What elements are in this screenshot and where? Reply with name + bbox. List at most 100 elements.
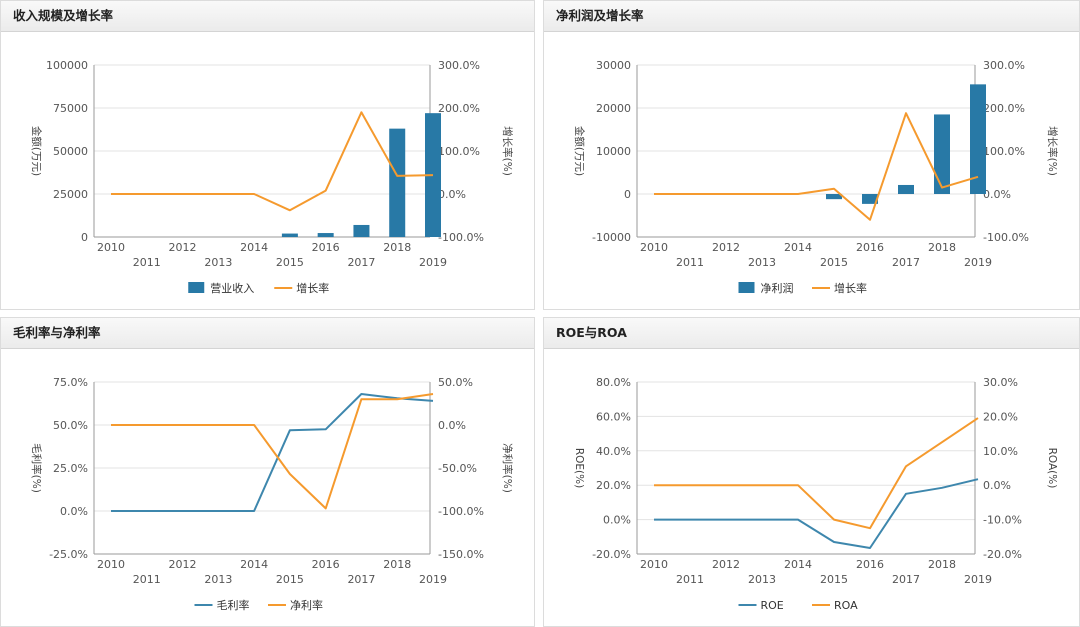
x-tick-label: 2017 (347, 573, 375, 586)
x-tick-label: 2011 (133, 573, 161, 586)
x-tick-label: 2015 (276, 256, 304, 269)
legend-label: 净利润 (761, 281, 794, 295)
right-tick-label: 300.0% (983, 59, 1025, 72)
series-line-增长率 (654, 112, 979, 221)
x-tick-label: 2011 (133, 256, 161, 269)
left-tick-label: 10000 (596, 145, 631, 158)
left-tick-label: -10000 (592, 231, 631, 244)
x-tick-label: 2010 (97, 558, 125, 571)
panel-title: 收入规模及增长率 (1, 1, 534, 32)
series-line-毛利率 (111, 393, 434, 512)
left-tick-label: 20.0% (596, 479, 631, 492)
x-tick-label: 2014 (240, 558, 268, 571)
right-tick-label: -50.0% (438, 462, 477, 475)
left-axis-title: ROE(%) (573, 448, 585, 488)
x-tick-label: 2011 (676, 256, 704, 269)
x-tick-label: 2018 (383, 558, 411, 571)
left-tick-label: 50000 (53, 145, 88, 158)
bar (862, 194, 878, 204)
x-tick-label: 2016 (856, 241, 884, 254)
right-tick-label: 300.0% (438, 59, 480, 72)
left-tick-label: 25000 (53, 188, 88, 201)
revenue-chart: 100000 75000 50000 25000 0 300.0% 200.0% 100.0%… (30, 59, 514, 295)
left-axis-title: 毛利率(%) (30, 443, 43, 493)
x-tick-label: 2013 (748, 256, 776, 269)
right-tick-label: 10.0% (983, 445, 1018, 458)
revenue-panel: 收入规模及增长率 100000 75000 50000 25000 0 300.0% 200… (0, 0, 535, 310)
x-tick-label: 2012 (712, 558, 740, 571)
right-tick-label: 100.0% (983, 145, 1025, 158)
bar (934, 114, 950, 194)
left-axis-title: 金额(万元) (30, 126, 43, 176)
x-tick-label: 2019 (419, 573, 447, 586)
bar (281, 233, 298, 237)
right-tick-label: 30.0% (983, 376, 1018, 389)
right-tick-label: 0.0% (438, 188, 466, 201)
x-tick-label: 2014 (784, 558, 812, 571)
series-line-ROE (654, 478, 979, 549)
right-axis-title: 净利率(%) (501, 443, 514, 493)
right-axis-title: ROA(%) (1046, 448, 1058, 489)
x-tick-label: 2017 (347, 256, 375, 269)
margin-chart: 75.0% 50.0% 25.0% 0.0% -25.0% 50.0% 0.0% -50.0%… (30, 376, 514, 612)
bar (353, 224, 370, 237)
bar (389, 128, 406, 237)
x-tick-label: 2018 (928, 241, 956, 254)
left-tick-label: 100000 (46, 59, 88, 72)
panel-title: 毛利率与净利率 (1, 318, 534, 349)
legend-label: 营业收入 (210, 281, 254, 295)
x-tick-label: 2016 (312, 241, 340, 254)
right-tick-label: -10.0% (983, 514, 1022, 527)
left-tick-label: 60.0% (596, 410, 631, 423)
legend-label: ROE (761, 599, 784, 612)
right-tick-label: 20.0% (983, 410, 1018, 423)
x-tick-label: 2013 (748, 573, 776, 586)
right-tick-label: 0.0% (438, 419, 466, 432)
legend-label: 增长率 (834, 281, 867, 295)
left-tick-label: 0.0% (603, 514, 631, 527)
left-tick-label: 30000 (596, 59, 631, 72)
x-tick-label: 2017 (892, 573, 920, 586)
x-tick-label: 2017 (892, 256, 920, 269)
right-tick-label: 200.0% (438, 102, 480, 115)
x-tick-label: 2012 (712, 241, 740, 254)
x-tick-label: 2016 (856, 558, 884, 571)
x-tick-label: 2019 (964, 256, 992, 269)
panel-title: ROE与ROA (544, 318, 1079, 349)
right-tick-label: -100.0% (983, 231, 1029, 244)
x-tick-label: 2014 (784, 241, 812, 254)
series-line-ROA (654, 417, 979, 530)
legend-label: 毛利率 (217, 598, 250, 612)
right-tick-label: -20.0% (983, 548, 1022, 561)
x-tick-label: 2019 (419, 256, 447, 269)
right-tick-label: 0.0% (983, 479, 1011, 492)
series-line-净利率 (111, 393, 434, 510)
left-tick-label: 0 (624, 188, 631, 201)
x-tick-label: 2019 (964, 573, 992, 586)
bar (317, 233, 334, 237)
left-tick-label: 40.0% (596, 445, 631, 458)
x-tick-label: 2010 (97, 241, 125, 254)
x-tick-label: 2013 (204, 573, 232, 586)
x-tick-label: 2018 (383, 241, 411, 254)
left-axis-title: 金额(万元) (573, 126, 586, 176)
roe-roa-chart: 80.0% 60.0% 40.0% 20.0% 0.0% -20.0% 30.0% 20.0%… (573, 376, 1058, 612)
x-tick-label: 2015 (820, 573, 848, 586)
x-tick-label: 2016 (312, 558, 340, 571)
left-tick-label: 50.0% (53, 419, 88, 432)
left-tick-label: -25.0% (49, 548, 88, 561)
right-tick-label: 50.0% (438, 376, 473, 389)
right-tick-label: -100.0% (438, 231, 484, 244)
x-tick-label: 2018 (928, 558, 956, 571)
left-tick-label: 80.0% (596, 376, 631, 389)
right-tick-label: 200.0% (983, 102, 1025, 115)
bar (898, 184, 914, 194)
x-tick-label: 2015 (276, 573, 304, 586)
left-tick-label: 75.0% (53, 376, 88, 389)
panel-title: 净利润及增长率 (544, 1, 1079, 32)
bar (425, 113, 441, 237)
x-tick-label: 2010 (640, 558, 668, 571)
bar (970, 84, 986, 194)
series-line-增长率 (111, 111, 434, 212)
legend-label: 净利率 (290, 598, 323, 612)
